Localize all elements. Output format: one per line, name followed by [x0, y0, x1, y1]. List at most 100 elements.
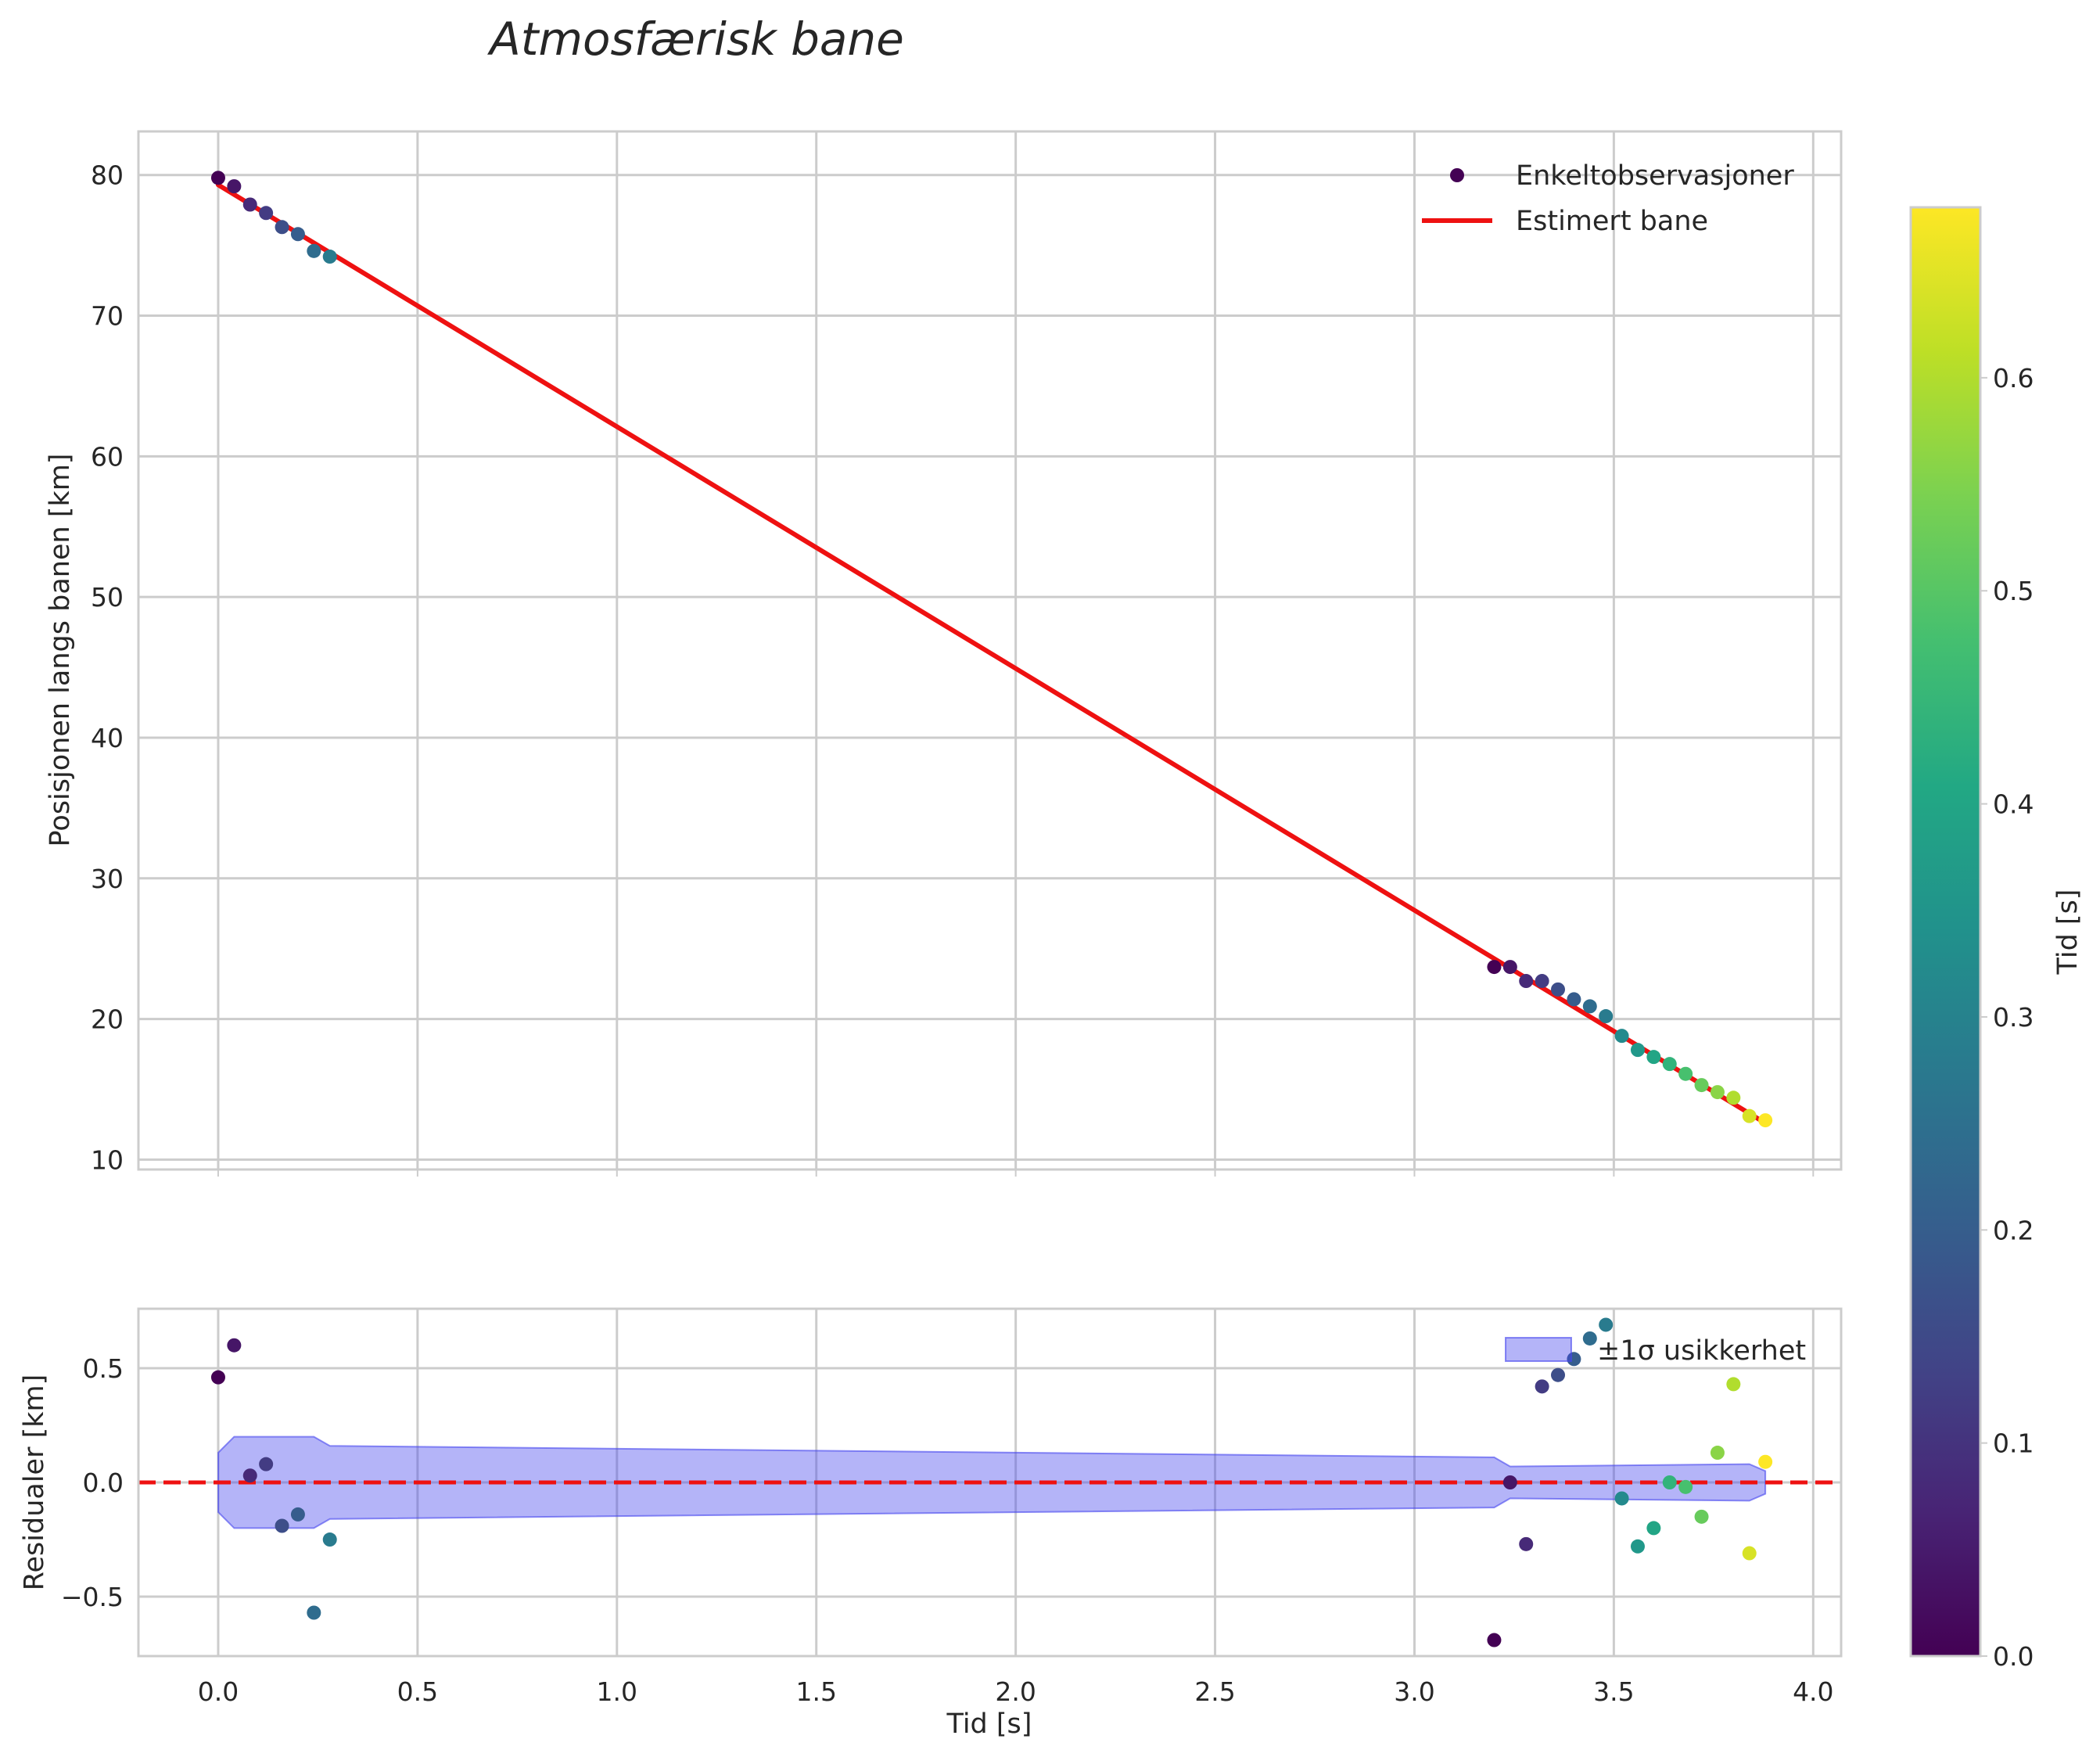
residual-point [1662, 1475, 1677, 1489]
bottom-x-ticks: 0.0 0.5 1.0 1.5 2.0 2.5 3.0 3.5 4.0 [198, 1676, 1834, 1707]
observation-point [242, 197, 257, 212]
residual-point [1758, 1454, 1773, 1469]
residual-point [1742, 1546, 1757, 1561]
x-tick-label: 2.0 [995, 1676, 1036, 1707]
colorbar-tick-label: 0.1 [1993, 1428, 2034, 1459]
top-plot-frame [137, 130, 1843, 1171]
observation-point [1519, 974, 1534, 989]
x-tick-label: 0.0 [198, 1676, 239, 1707]
observation-point [1758, 1113, 1773, 1128]
top-y-tick-label: 80 [91, 160, 124, 191]
residual-point [322, 1532, 337, 1547]
observation-point [322, 250, 337, 264]
observation-point [1567, 992, 1581, 1007]
x-tick-label: 3.5 [1593, 1676, 1634, 1707]
colorbar-tick-label: 0.2 [1993, 1215, 2034, 1245]
top-y-tick-label: 50 [91, 582, 124, 613]
colorbar-label: Tid [s] [2052, 889, 2084, 976]
residual-point [1678, 1479, 1693, 1494]
observation-point [1646, 1050, 1661, 1065]
observation-point [259, 206, 274, 221]
colorbar: 0.0 0.1 0.2 0.3 0.4 0.5 0.6 Tid [s] [1909, 206, 2084, 1672]
observation-point [275, 220, 289, 235]
colorbar-tick-label: 0.6 [1993, 363, 2034, 393]
residual-point [227, 1338, 242, 1353]
residual-point [1726, 1377, 1741, 1392]
top-grid [138, 131, 1841, 1170]
residual-point [1502, 1475, 1517, 1489]
top-legend: Enkeltobservasjoner Estimert bane [1422, 160, 1794, 237]
observation-point [210, 171, 225, 185]
residual-point [259, 1457, 274, 1471]
observation-point [227, 179, 242, 194]
top-y-tick-label: 20 [91, 1004, 124, 1035]
observation-point [1726, 1090, 1741, 1105]
top-panel: 10 20 30 40 50 60 70 80 Posisjonen langs banen … [45, 130, 1843, 1177]
bottom-y-tick-label: 0.5 [83, 1353, 124, 1384]
legend-label-estimated: Estimert bane [1516, 206, 1708, 237]
residual-point [1710, 1446, 1725, 1461]
legend-label-observations: Enkeltobservasjoner [1516, 160, 1794, 192]
residual-point [1519, 1536, 1534, 1551]
observation-point [1614, 1029, 1629, 1044]
observation-point [1551, 982, 1566, 997]
x-tick-label: 1.5 [795, 1676, 836, 1707]
residual-point [1487, 1633, 1502, 1647]
top-y-axis-label: Posisjonen langs banen [km] [45, 454, 76, 847]
legend-label-band: ±1σ usikkerhet [1597, 1335, 1806, 1367]
x-tick-label: 2.5 [1194, 1676, 1235, 1707]
observation-point [1630, 1043, 1645, 1058]
x-tick-label: 3.0 [1394, 1676, 1434, 1707]
residual-point [1694, 1509, 1709, 1524]
residual-point [275, 1518, 289, 1533]
observation-point [307, 243, 321, 258]
observation-point [1535, 974, 1549, 989]
residual-point [1567, 1352, 1581, 1367]
bottom-y-tick-label: −0.5 [61, 1582, 124, 1612]
residual-point [307, 1605, 321, 1620]
residual-point [290, 1507, 305, 1522]
bottom-legend: ±1σ usikkerhet [1505, 1335, 1806, 1367]
residual-point [1551, 1367, 1566, 1382]
observation-point [1487, 960, 1502, 975]
bottom-y-axis-label: Residualer [km] [19, 1374, 50, 1591]
legend-marker-band [1505, 1337, 1572, 1362]
residual-point [210, 1370, 225, 1385]
x-tick-label: 0.5 [397, 1676, 438, 1707]
colorbar-tick-label: 0.5 [1993, 576, 2034, 606]
x-tick-label: 1.0 [597, 1676, 637, 1707]
observation-point [290, 227, 305, 242]
bottom-y-ticks: −0.5 0.0 0.5 [61, 1353, 124, 1612]
observation-point [1694, 1078, 1709, 1093]
x-axis-label: Tid [s] [946, 1708, 1032, 1740]
residual-point [1646, 1521, 1661, 1536]
residual-points [210, 1317, 1773, 1647]
colorbar-tick-label: 0.0 [1993, 1641, 2034, 1672]
chart-title: Atmosfærisk bane [486, 13, 904, 66]
colorbar-tick-label: 0.3 [1993, 1002, 2034, 1033]
colorbar-tick-label: 0.4 [1993, 789, 2034, 820]
top-y-tick-label: 60 [91, 441, 124, 472]
colorbar-ticks: 0.0 0.1 0.2 0.3 0.4 0.5 0.6 [1980, 363, 2034, 1672]
observation-point [1662, 1057, 1677, 1072]
bottom-y-tick-label: 0.0 [83, 1468, 124, 1498]
top-observation-points [210, 171, 1773, 1128]
bottom-panel: 0.0 0.5 1.0 1.5 2.0 2.5 3.0 3.5 4.0 −0.5 0.0 0.5 R… [19, 1307, 1843, 1740]
residual-point [1599, 1317, 1614, 1332]
top-y-tick-label: 40 [91, 723, 124, 753]
residual-point [1582, 1331, 1597, 1346]
top-y-tick-label: 70 [91, 301, 124, 332]
top-y-ticks: 10 20 30 40 50 60 70 80 [91, 160, 124, 1176]
colorbar-gradient [1909, 206, 1982, 1658]
top-y-tick-label: 10 [91, 1144, 124, 1175]
observation-point [1582, 999, 1597, 1014]
observation-point [1678, 1066, 1693, 1081]
observation-point [1710, 1085, 1725, 1100]
x-tick-label: 4.0 [1793, 1676, 1833, 1707]
observation-point [1742, 1108, 1757, 1123]
residual-point [1614, 1491, 1629, 1506]
top-y-tick-label: 30 [91, 864, 124, 894]
residual-point [242, 1468, 257, 1483]
residual-point [1630, 1539, 1645, 1554]
